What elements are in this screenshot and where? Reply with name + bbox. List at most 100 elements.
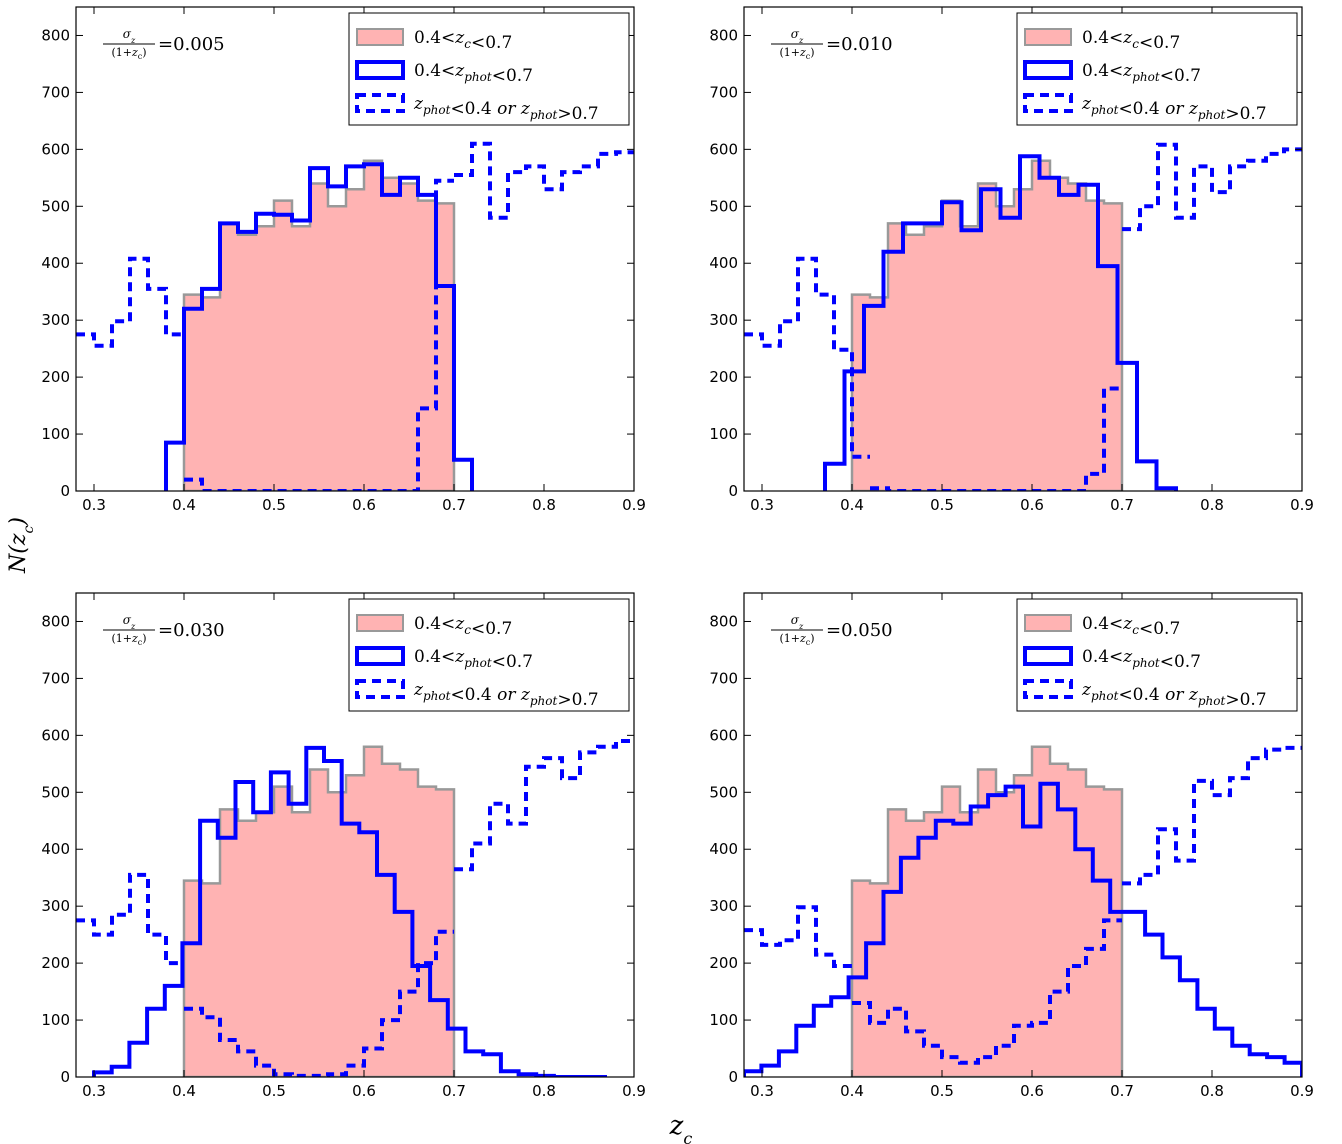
x-tick-label: 0.7 [1110, 496, 1134, 514]
legend-swatch-phot-outside [355, 679, 405, 699]
annotation-numerator: σz [791, 27, 804, 45]
x-tick-label: 0.5 [262, 496, 286, 514]
x-tick-label: 0.6 [352, 496, 376, 514]
panel-2: 0 100 200 300 400 500 600 700 800 0.3 0.4 0.5 0.6 0.7… [709, 6, 1314, 514]
y-tick-label: 200 [41, 954, 70, 972]
annotation-numerator: σz [123, 27, 136, 45]
legend-swatch-true [1024, 614, 1072, 632]
panel-4: 0 100 200 300 400 500 600 700 800 0.3 0.4 0.5 0.6 0.7… [709, 592, 1314, 1100]
x-tick-label: 0.8 [532, 496, 556, 514]
series-true-redshift [182, 745, 456, 1077]
series-true-redshift [182, 159, 456, 491]
y-tick-label: 0 [60, 482, 70, 500]
legend-label: zphot<0.4 or zphot>0.7 [413, 680, 599, 710]
x-tick-label: 0.4 [172, 1082, 196, 1100]
x-tick-label: 0.4 [172, 496, 196, 514]
legend-label: zphot<0.4 or zphot>0.7 [1081, 680, 1267, 710]
x-tick-label: 0.5 [930, 496, 954, 514]
annotation-denominator: (1+zc) [111, 46, 146, 61]
y-tick-label: 500 [41, 197, 70, 215]
x-tick-label: 0.7 [442, 496, 466, 514]
legend-swatch-phot-outside [1023, 93, 1073, 113]
y-axis-label-sub: c [21, 526, 37, 534]
x-tick-label: 0.8 [532, 1082, 556, 1100]
series-phot-outside-seg-1 [744, 256, 870, 459]
series-phot-inside [164, 162, 474, 491]
y-tick-label: 600 [709, 726, 738, 744]
y-tick-label: 700 [709, 83, 738, 101]
annotation-value: =0.050 [826, 620, 893, 641]
y-tick-label: 0 [60, 1068, 70, 1086]
y-tick-label: 300 [41, 897, 70, 915]
x-tick-label: 0.5 [930, 1082, 954, 1100]
y-axis-label-main: N(z [6, 533, 31, 574]
y-tick-label: 700 [709, 669, 738, 687]
x-tick-label: 0.9 [1290, 1082, 1314, 1100]
series-phot-outside-seg-1 [744, 905, 852, 968]
y-tick-label: 600 [41, 140, 70, 158]
axes-frame [743, 6, 1303, 492]
series-phot-outside-seg-1 [76, 872, 184, 966]
y-tick-label: 200 [41, 368, 70, 386]
y-tick-label: 500 [709, 197, 738, 215]
legend-swatch-phot-inside [355, 60, 405, 80]
legend-swatch-phot-inside [1023, 60, 1073, 80]
plot-area [76, 141, 634, 491]
panel-1: 0 100 200 300 400 500 600 700 800 0.3 0.4 0.5 0.6 0.7… [41, 6, 646, 514]
x-tick-label: 0.8 [1200, 496, 1224, 514]
y-tick-label: 400 [709, 254, 738, 272]
legend-label: 0.4<zc<0.7 [414, 614, 512, 639]
y-tick-label: 100 [41, 425, 70, 443]
series-phot-outside-seg-3 [454, 141, 634, 220]
y-tick-label: 400 [41, 840, 70, 858]
series-phot-outside-seg-2 [184, 929, 454, 1077]
y-tick-label: 700 [41, 83, 70, 101]
y-axis-label: N(zc) [6, 517, 37, 574]
series-phot-outside-seg-3 [1122, 745, 1302, 886]
series-phot-outside-seg-3 [1122, 142, 1302, 232]
panels-group: 0 100 200 300 400 500 600 700 800 0.3 0.4 0.5 0.6 0.7… [41, 6, 1314, 1100]
x-tick-label: 0.3 [750, 496, 774, 514]
y-tick-label: 300 [709, 311, 738, 329]
y-tick-label: 500 [41, 783, 70, 801]
y-tick-label: 800 [41, 612, 70, 630]
legend-swatch-true [356, 614, 404, 632]
y-tick-label: 300 [709, 897, 738, 915]
annotation-denominator: (1+zc) [779, 46, 814, 61]
legend-swatch-phot-inside [1023, 646, 1073, 666]
series-true-redshift [850, 745, 1124, 1077]
x-tick-label: 0.4 [840, 1082, 864, 1100]
annotation-value: =0.005 [158, 34, 225, 55]
legend-label: 0.4<zphot<0.7 [414, 647, 533, 672]
legend-swatch-true [356, 28, 404, 46]
y-tick-label: 400 [709, 840, 738, 858]
panel-3: 0 100 200 300 400 500 600 700 800 0.3 0.4 0.5 0.6 0.7… [41, 592, 646, 1100]
legend-label: 0.4<zphot<0.7 [1082, 61, 1201, 86]
annotation-denominator: (1+zc) [779, 632, 814, 647]
y-tick-label: 800 [41, 26, 70, 44]
y-tick-label: 500 [709, 783, 738, 801]
annotation-numerator: σz [123, 613, 136, 631]
x-tick-label: 0.9 [1290, 496, 1314, 514]
axes-frame [75, 592, 635, 1078]
legend-swatch-true [1024, 28, 1072, 46]
x-tick-label: 0.9 [622, 1082, 646, 1100]
y-tick-label: 300 [41, 311, 70, 329]
x-tick-label: 0.7 [442, 1082, 466, 1100]
x-axis-label: zc [669, 1111, 693, 1144]
legend-label: zphot<0.4 or zphot>0.7 [1081, 94, 1267, 124]
legend-label: 0.4<zphot<0.7 [414, 61, 533, 86]
x-tick-label: 0.6 [1020, 496, 1044, 514]
y-tick-label: 200 [709, 368, 738, 386]
annotation-value: =0.030 [158, 620, 225, 641]
annotation-numerator: σz [791, 613, 804, 631]
x-tick-label: 0.5 [262, 1082, 286, 1100]
series-phot-inside [92, 745, 607, 1077]
x-tick-label: 0.4 [840, 496, 864, 514]
legend-swatch-phot-outside [355, 93, 405, 113]
x-tick-label: 0.3 [82, 496, 106, 514]
x-tick-label: 0.3 [750, 1082, 774, 1100]
x-tick-label: 0.3 [82, 1082, 106, 1100]
series-phot-outside-seg-2 [852, 918, 1122, 1065]
